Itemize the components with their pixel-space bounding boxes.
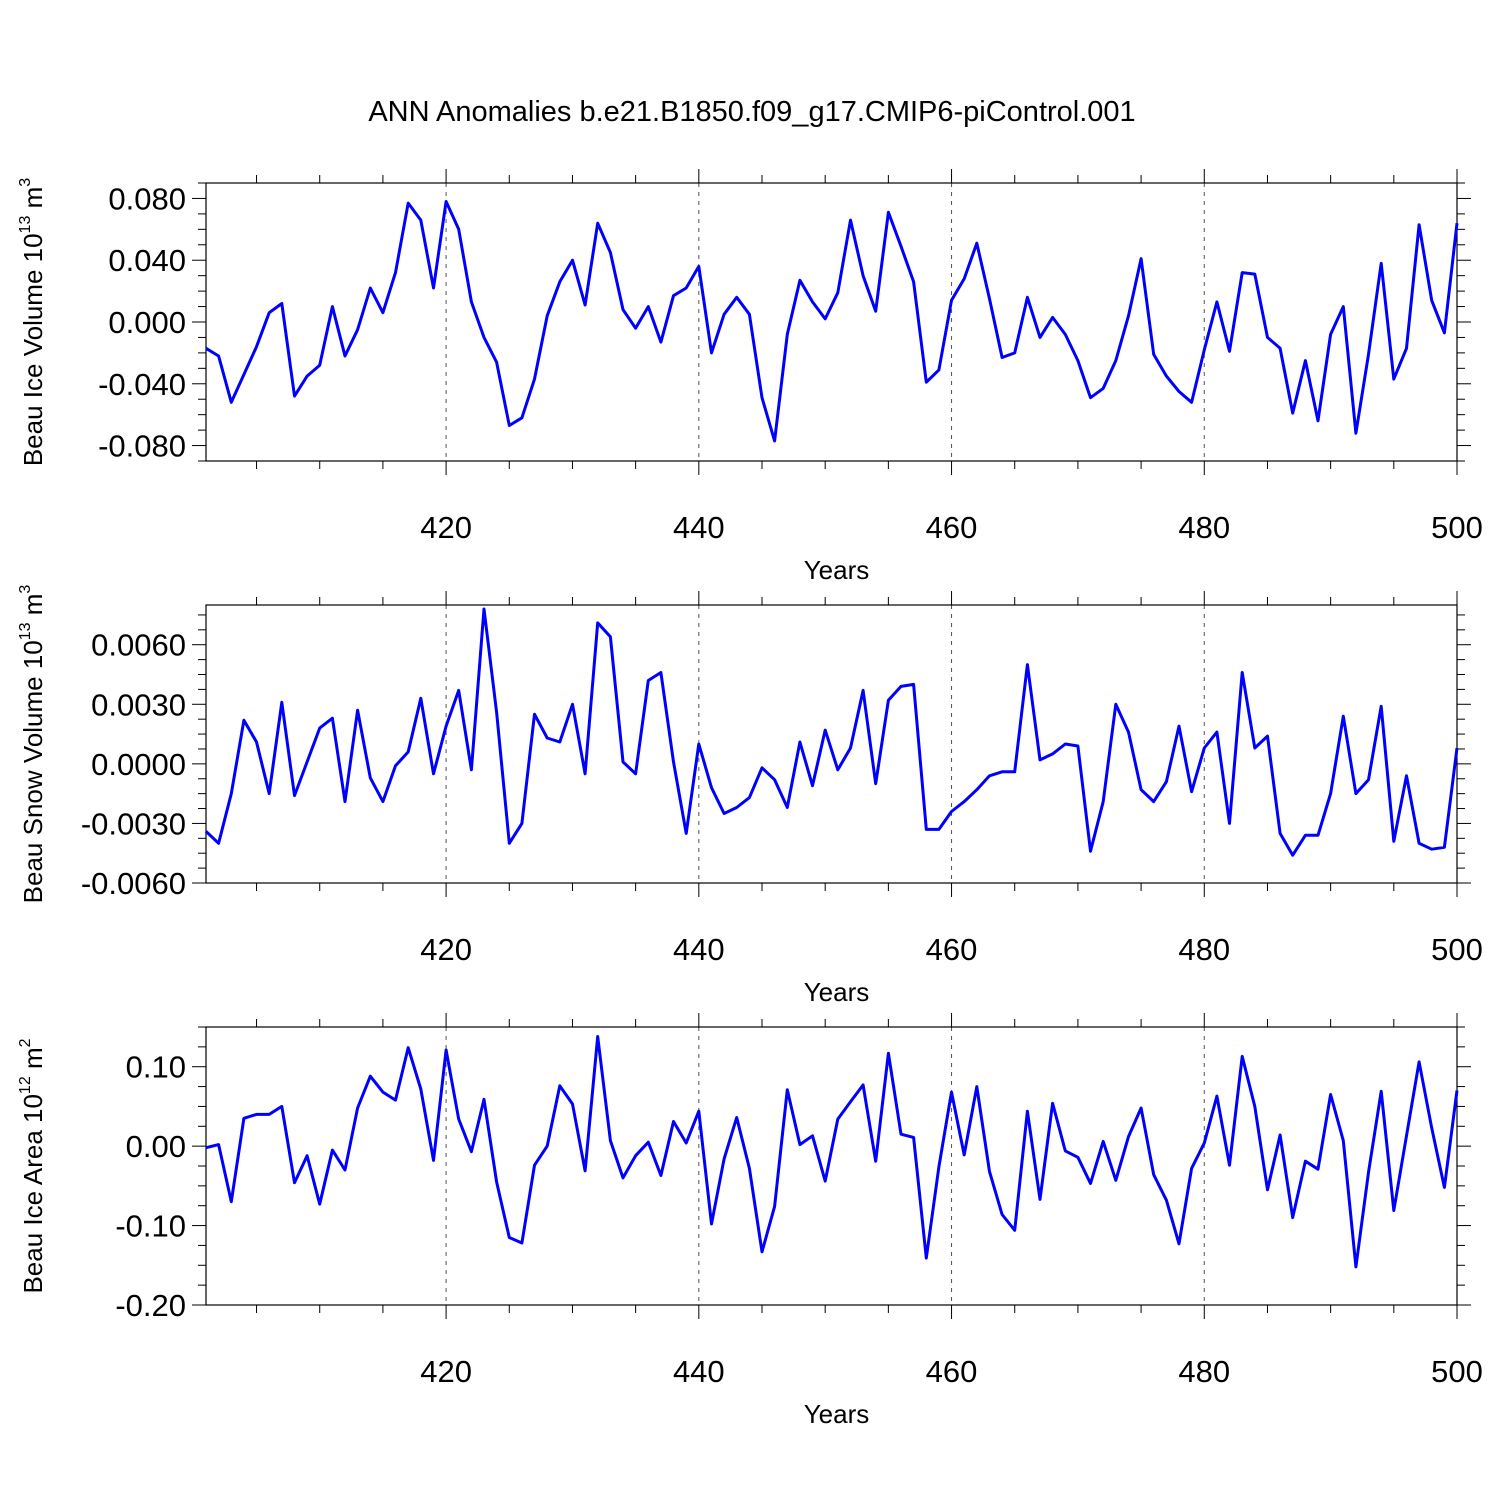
- y-tick-label: 0.00: [126, 1129, 186, 1164]
- y-tick-label: -0.20: [115, 1288, 186, 1323]
- y-axis-title: Beau Snow Volume 1013 m3: [17, 585, 48, 904]
- y-tick-label: -0.10: [115, 1209, 186, 1244]
- x-tick-label: 420: [420, 510, 472, 545]
- x-axis-title: Years: [804, 555, 870, 585]
- y-tick-label: 0.080: [108, 181, 186, 216]
- x-tick-label: 500: [1431, 510, 1483, 545]
- y-tick-label: 0.0060: [91, 628, 186, 663]
- x-tick-label: 440: [673, 510, 725, 545]
- plot-frame: [205, 1026, 1458, 1306]
- plot-frame: [205, 182, 1458, 462]
- panel-3: -0.20 -0.10 0.00 0.10 420 440 460 480 500 Years Be…: [17, 1013, 1483, 1429]
- x-tick-label: 480: [1178, 1354, 1230, 1389]
- x-tick-label: 460: [926, 1354, 978, 1389]
- panel-2: -0.0060 -0.0030 0.0000 0.0030 0.0060 420 440 46…: [17, 585, 1483, 1007]
- series-line: [205, 200, 1459, 443]
- x-tick-label: 420: [420, 1354, 472, 1389]
- x-tick-label: 460: [926, 932, 978, 967]
- x-tick-label: 460: [926, 510, 978, 545]
- y-axis-title: Beau Ice Volume 1013 m3: [17, 178, 48, 466]
- x-tick-label: 420: [420, 932, 472, 967]
- plot-frame: [205, 604, 1458, 884]
- x-tick-label: 480: [1178, 932, 1230, 967]
- chart-title: ANN Anomalies b.e21.B1850.f09_g17.CMIP6-…: [368, 96, 1135, 128]
- x-axis-title: Years: [804, 977, 870, 1007]
- series-line: [205, 1035, 1459, 1269]
- y-tick-label: 0.0000: [91, 747, 186, 782]
- x-tick-label: 500: [1431, 932, 1483, 967]
- x-tick-label: 480: [1178, 510, 1230, 545]
- y-axis-title: Beau Ice Area 1012 m2: [17, 1038, 48, 1293]
- y-tick-label: -0.0030: [81, 806, 186, 841]
- y-tick-label: 0.0030: [91, 687, 186, 722]
- panel-1: -0.080 -0.040 0.000 0.040 0.080 420 440 460 480 5…: [17, 169, 1483, 585]
- y-tick-label: 0.10: [126, 1050, 186, 1085]
- y-tick-label: 0.000: [108, 305, 186, 340]
- x-tick-label: 440: [673, 932, 725, 967]
- panels: -0.080 -0.040 0.000 0.040 0.080 420 440 460 480 5…: [17, 169, 1483, 1429]
- y-tick-label: -0.0060: [81, 866, 186, 901]
- x-axis-title: Years: [804, 1399, 870, 1429]
- y-tick-label: -0.080: [98, 429, 186, 464]
- series-line: [204, 607, 1459, 857]
- y-tick-label: -0.040: [98, 367, 186, 402]
- y-tick-label: 0.040: [108, 243, 186, 278]
- x-tick-label: 440: [673, 1354, 725, 1389]
- x-tick-label: 500: [1431, 1354, 1483, 1389]
